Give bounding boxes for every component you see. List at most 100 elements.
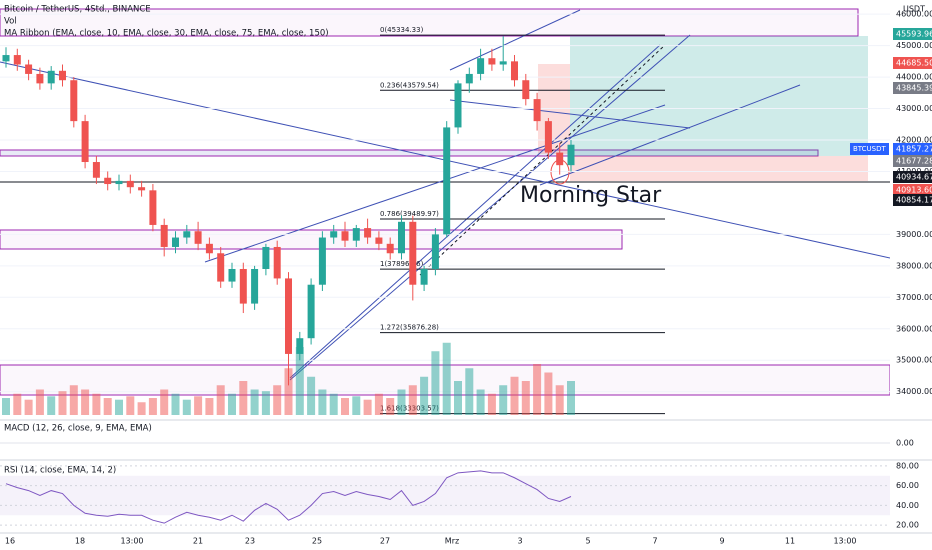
y-tick-label: 0.00 [896, 439, 914, 448]
volume-bar [148, 398, 157, 415]
candle-body [296, 338, 304, 354]
price-tag-bg [893, 28, 932, 40]
trend-line [539, 84, 801, 186]
volume-bar [510, 376, 519, 415]
rsi-band [0, 475, 890, 516]
candle-body [251, 268, 259, 304]
volume-bar [476, 389, 485, 415]
candle-body [138, 187, 146, 191]
x-tick-label: 23 [245, 537, 255, 546]
volume-bar [69, 385, 78, 415]
candle-body [126, 180, 134, 188]
candle-body [239, 268, 247, 304]
price-tag-bg [893, 143, 932, 155]
volume-bar [352, 396, 361, 415]
candle-body [194, 231, 202, 244]
y-tick-label: 45000.00 [896, 41, 932, 50]
candle-body [567, 144, 575, 166]
candle-body [352, 228, 360, 241]
fib-label: 0.786(39489.97) [380, 210, 439, 218]
volume-bar [487, 393, 496, 415]
zone-box [0, 229, 623, 250]
price-tag: 40913.60 [896, 186, 932, 195]
price-tag-bg [893, 184, 932, 196]
candle-body [92, 162, 100, 178]
volume-bar [454, 381, 462, 415]
candle-body [364, 228, 372, 238]
x-tick-label: Mrz [445, 537, 459, 546]
volume-bar [465, 368, 474, 415]
volume-bar [205, 398, 214, 415]
candle-body [228, 268, 236, 282]
candle-body [273, 246, 281, 279]
volume-bar [228, 393, 236, 415]
candle-body [183, 231, 191, 238]
volume-bar [318, 389, 327, 415]
volume-bar [442, 342, 451, 415]
volume-bar [555, 385, 564, 415]
candle-body [454, 83, 462, 128]
volume-label: Vol [4, 17, 17, 27]
volume-bar [194, 396, 203, 415]
y-tick-label: 43000.00 [896, 104, 932, 113]
volume-bar [103, 398, 112, 415]
volume-bar [81, 389, 90, 415]
candle-body [556, 152, 564, 166]
candle-body [285, 278, 292, 354]
candle-body [511, 61, 518, 81]
candle-body [115, 180, 123, 185]
y-tick-label: 37000.00 [896, 293, 932, 302]
main-pane: 0(45334.33) 0.236(43579.54) 0.786(39489.97… [0, 13, 890, 415]
y-tick-label: 20.00 [896, 521, 919, 530]
target-zone [570, 36, 868, 156]
y-tick-label: 80.00 [896, 461, 919, 470]
volume-bar [329, 393, 338, 415]
volume-bar [544, 372, 553, 415]
trend-line [204, 104, 666, 263]
candle-body [160, 224, 168, 247]
y-tick-label: 38000.00 [896, 261, 932, 270]
volume-bar [35, 389, 44, 415]
candle-body [205, 243, 213, 254]
volume-bar [115, 399, 123, 415]
candle-body [409, 221, 417, 285]
y-tick-label: 44000.00 [896, 73, 932, 82]
fib-label: 0.236(43579.54) [380, 81, 439, 89]
volume-bar [386, 398, 395, 415]
volume-bar [58, 391, 67, 415]
x-tick-label: 11 [785, 537, 795, 546]
volume-bar [408, 385, 417, 415]
candle-body [13, 55, 21, 65]
volume-bar [250, 389, 259, 415]
candle-body [386, 243, 394, 254]
y-tick-label: 36000.00 [896, 324, 932, 333]
fib-label: 0(45334.33) [380, 26, 424, 34]
candle-body [262, 246, 270, 269]
zone-box [0, 149, 819, 157]
annotation: Morning Star [520, 183, 662, 208]
volume-bar [126, 396, 135, 415]
price-tag-bg [893, 155, 932, 167]
symbol-tag-bg [850, 143, 889, 155]
zone-box [0, 8, 859, 37]
candle-body [81, 121, 89, 163]
volume-bar [397, 389, 406, 415]
volume-bar [295, 347, 304, 415]
y-tick-label: 46000.00 [896, 10, 932, 19]
volume-bar [499, 385, 508, 415]
volume-bar [13, 393, 22, 415]
price-tag-bg [893, 194, 932, 206]
x-tick-label: 21 [193, 537, 203, 546]
price-tag: 41857.27 [896, 145, 932, 154]
candle-body [375, 237, 383, 244]
candle-body [465, 73, 473, 84]
candle-body [59, 70, 66, 81]
x-tick-label: 5 [585, 537, 590, 546]
candle-body [533, 99, 541, 122]
candle-body [488, 58, 496, 65]
volume-bar [431, 351, 440, 415]
volume-bar [533, 364, 542, 415]
volume-bar [341, 398, 349, 415]
price-tag: 41677.28 [896, 157, 932, 166]
